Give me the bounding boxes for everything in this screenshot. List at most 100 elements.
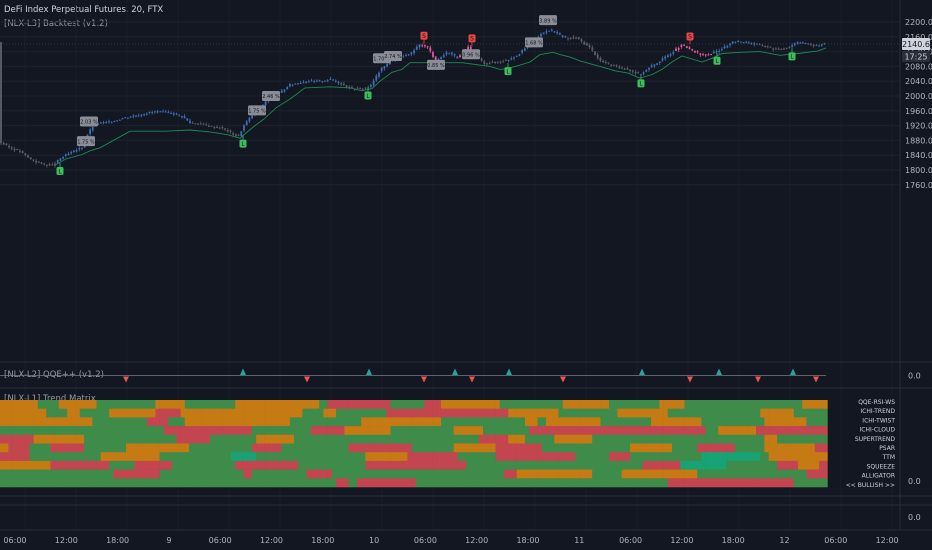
matrix-cell (268, 478, 274, 488)
matrix-cell (67, 469, 72, 479)
matrix-cell (680, 408, 685, 418)
matrix-cell (613, 400, 618, 409)
long-entry-marker: L (56, 163, 64, 175)
matrix-cell (814, 426, 820, 436)
matrix-cell (327, 434, 333, 444)
candle-body (218, 127, 221, 129)
matrix-cell (281, 469, 286, 479)
matrix-cell (525, 452, 530, 462)
matrix-cell (315, 469, 320, 479)
matrix-cell (798, 478, 803, 488)
matrix-cell (411, 443, 417, 453)
matrix-cell (222, 408, 228, 418)
matrix-cell (25, 408, 30, 418)
trend-matrix-label[interactable]: [NLX-L1] Trend Matrix (4, 394, 96, 404)
matrix-cell (655, 400, 660, 409)
matrix-cell (638, 443, 643, 453)
price-tick-label: 2040.0 (905, 77, 932, 86)
matrix-cell (117, 478, 123, 488)
matrix-cell (218, 408, 223, 418)
matrix-cell (621, 452, 627, 462)
matrix-cell (802, 408, 807, 418)
matrix-cell (84, 469, 89, 479)
matrix-cell (764, 460, 769, 470)
matrix-cell (252, 452, 257, 462)
candle-body (445, 52, 448, 55)
matrix-cell (302, 443, 307, 453)
matrix-cell (100, 460, 106, 470)
matrix-cell (487, 452, 492, 462)
matrix-cell (680, 452, 685, 462)
matrix-cell (567, 469, 572, 479)
matrix-cell (365, 426, 370, 436)
matrix-cell (277, 469, 282, 479)
matrix-cell (163, 434, 169, 444)
matrix-cell (680, 434, 685, 444)
matrix-cell (571, 400, 576, 409)
matrix-cell (138, 434, 144, 444)
matrix-cell (58, 443, 64, 453)
matrix-cell (155, 426, 160, 436)
matrix-cell (92, 443, 97, 453)
matrix-cell (693, 434, 698, 444)
matrix-cell (806, 443, 811, 453)
candle-body (642, 72, 645, 75)
matrix-cell (357, 417, 362, 427)
matrix-cell (407, 443, 412, 453)
time-tick-label: 18:00 (516, 536, 539, 545)
matrix-cell (256, 400, 261, 409)
matrix-cell (352, 478, 358, 488)
matrix-cell (491, 469, 496, 479)
matrix-cell (793, 443, 799, 453)
candle-body (723, 46, 726, 49)
qqe-sell-arrow (304, 376, 310, 383)
candle-body (586, 43, 588, 46)
matrix-cell (340, 452, 345, 462)
matrix-cell (520, 417, 526, 427)
matrix-cell (567, 417, 572, 427)
candle-body (604, 62, 607, 63)
matrix-cell (323, 469, 328, 479)
matrix-cell (29, 400, 34, 409)
candle-body (370, 84, 372, 87)
matrix-cell (785, 400, 790, 409)
matrix-cell (214, 400, 219, 409)
candle-body (640, 74, 642, 76)
matrix-cell (739, 478, 744, 488)
candle-body (702, 54, 704, 56)
matrix-cell (600, 426, 606, 436)
matrix-cell (625, 417, 631, 427)
matrix-cell (71, 452, 76, 462)
matrix-cell (714, 452, 719, 462)
candle-body (675, 48, 677, 51)
matrix-cell (394, 400, 400, 409)
matrix-cell (436, 443, 442, 453)
matrix-cell (672, 460, 677, 470)
matrix-cell (252, 478, 257, 488)
matrix-cell (558, 443, 564, 453)
matrix-cell (823, 443, 828, 453)
matrix-cell (579, 417, 585, 427)
matrix-cell (96, 469, 102, 479)
matrix-cell (79, 400, 85, 409)
qqe-indicator-label[interactable]: [NLX-L2] QQE++ (v1.2) (4, 370, 104, 380)
matrix-cell (159, 469, 165, 479)
matrix-cell (735, 443, 740, 453)
matrix-cell (340, 408, 345, 418)
matrix-cell (630, 408, 635, 418)
matrix-cell (798, 434, 803, 444)
matrix-cell (71, 460, 76, 470)
matrix-cell (184, 460, 190, 470)
candle-body (621, 67, 623, 69)
candle-body (35, 160, 37, 163)
matrix-cell (33, 443, 39, 453)
matrix-cell (340, 478, 345, 488)
matrix-cell (361, 478, 366, 488)
backtest-indicator-label[interactable]: [NLX-L3] Backtest (v1.2) (4, 19, 108, 29)
matrix-cell (172, 452, 177, 462)
matrix-cell (667, 443, 673, 453)
matrix-cell (298, 443, 303, 453)
matrix-cell (596, 400, 601, 409)
matrix-cell (33, 434, 39, 444)
